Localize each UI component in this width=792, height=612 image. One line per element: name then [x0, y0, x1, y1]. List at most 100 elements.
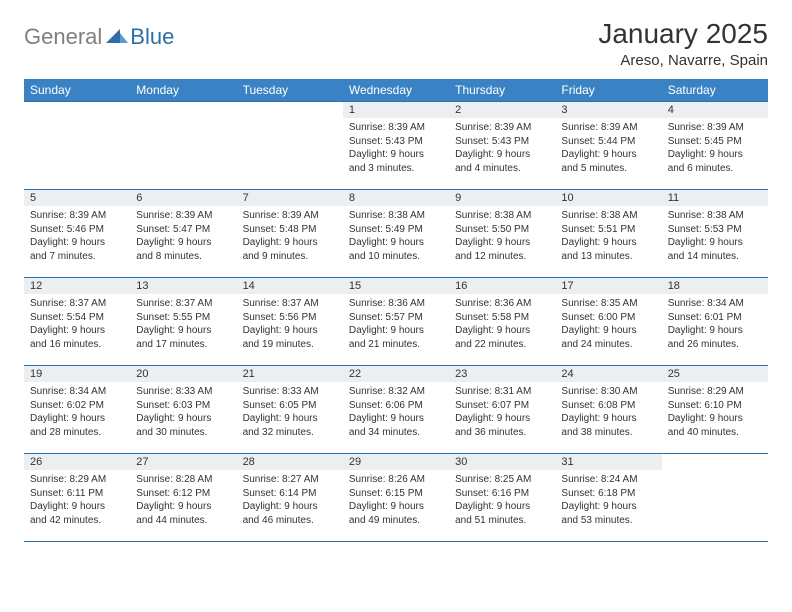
- daylight-text: and 44 minutes.: [136, 514, 230, 528]
- daylight-text: and 6 minutes.: [668, 162, 762, 176]
- sunrise-text: Sunrise: 8:34 AM: [668, 297, 762, 311]
- sunset-text: Sunset: 5:51 PM: [561, 223, 655, 237]
- day-number: [24, 102, 130, 118]
- calendar-day-cell: 17Sunrise: 8:35 AMSunset: 6:00 PMDayligh…: [555, 278, 661, 366]
- calendar-day-cell: [662, 454, 768, 542]
- calendar-day-cell: 19Sunrise: 8:34 AMSunset: 6:02 PMDayligh…: [24, 366, 130, 454]
- sunset-text: Sunset: 5:53 PM: [668, 223, 762, 237]
- daylight-text: Daylight: 9 hours: [561, 412, 655, 426]
- sunset-text: Sunset: 6:06 PM: [349, 399, 443, 413]
- sunrise-text: Sunrise: 8:36 AM: [455, 297, 549, 311]
- sunset-text: Sunset: 6:15 PM: [349, 487, 443, 501]
- day-details: Sunrise: 8:39 AMSunset: 5:47 PMDaylight:…: [130, 206, 236, 265]
- day-details: Sunrise: 8:26 AMSunset: 6:15 PMDaylight:…: [343, 470, 449, 529]
- calendar-week-row: 5Sunrise: 8:39 AMSunset: 5:46 PMDaylight…: [24, 190, 768, 278]
- logo: General Blue: [24, 24, 174, 50]
- daylight-text: Daylight: 9 hours: [349, 500, 443, 514]
- day-details: Sunrise: 8:28 AMSunset: 6:12 PMDaylight:…: [130, 470, 236, 529]
- calendar-day-cell: 29Sunrise: 8:26 AMSunset: 6:15 PMDayligh…: [343, 454, 449, 542]
- daylight-text: Daylight: 9 hours: [455, 148, 549, 162]
- sunset-text: Sunset: 5:43 PM: [455, 135, 549, 149]
- day-number: 8: [343, 190, 449, 206]
- sunset-text: Sunset: 5:47 PM: [136, 223, 230, 237]
- day-number: 16: [449, 278, 555, 294]
- daylight-text: and 51 minutes.: [455, 514, 549, 528]
- calendar-week-row: 26Sunrise: 8:29 AMSunset: 6:11 PMDayligh…: [24, 454, 768, 542]
- calendar-day-cell: 11Sunrise: 8:38 AMSunset: 5:53 PMDayligh…: [662, 190, 768, 278]
- day-number: 7: [237, 190, 343, 206]
- sunset-text: Sunset: 6:11 PM: [30, 487, 124, 501]
- day-number: [662, 454, 768, 470]
- daylight-text: Daylight: 9 hours: [668, 324, 762, 338]
- day-details: Sunrise: 8:30 AMSunset: 6:08 PMDaylight:…: [555, 382, 661, 441]
- day-number: 6: [130, 190, 236, 206]
- daylight-text: Daylight: 9 hours: [455, 412, 549, 426]
- day-details: Sunrise: 8:31 AMSunset: 6:07 PMDaylight:…: [449, 382, 555, 441]
- daylight-text: and 19 minutes.: [243, 338, 337, 352]
- calendar-day-cell: 4Sunrise: 8:39 AMSunset: 5:45 PMDaylight…: [662, 102, 768, 190]
- day-details: Sunrise: 8:32 AMSunset: 6:06 PMDaylight:…: [343, 382, 449, 441]
- daylight-text: Daylight: 9 hours: [243, 324, 337, 338]
- weekday-header: Tuesday: [237, 79, 343, 102]
- sunrise-text: Sunrise: 8:33 AM: [136, 385, 230, 399]
- daylight-text: Daylight: 9 hours: [30, 236, 124, 250]
- sunrise-text: Sunrise: 8:27 AM: [243, 473, 337, 487]
- weekday-header: Friday: [555, 79, 661, 102]
- title-block: January 2025 Areso, Navarre, Spain: [598, 18, 768, 69]
- daylight-text: Daylight: 9 hours: [243, 500, 337, 514]
- day-number: 11: [662, 190, 768, 206]
- sunset-text: Sunset: 5:49 PM: [349, 223, 443, 237]
- calendar-day-cell: 7Sunrise: 8:39 AMSunset: 5:48 PMDaylight…: [237, 190, 343, 278]
- weekday-header-row: Sunday Monday Tuesday Wednesday Thursday…: [24, 79, 768, 102]
- day-number: 29: [343, 454, 449, 470]
- sunrise-text: Sunrise: 8:28 AM: [136, 473, 230, 487]
- page-title: January 2025: [598, 18, 768, 50]
- sunrise-text: Sunrise: 8:38 AM: [349, 209, 443, 223]
- daylight-text: Daylight: 9 hours: [455, 500, 549, 514]
- day-number: 21: [237, 366, 343, 382]
- daylight-text: and 14 minutes.: [668, 250, 762, 264]
- sunrise-text: Sunrise: 8:34 AM: [30, 385, 124, 399]
- day-details: Sunrise: 8:27 AMSunset: 6:14 PMDaylight:…: [237, 470, 343, 529]
- calendar-day-cell: 12Sunrise: 8:37 AMSunset: 5:54 PMDayligh…: [24, 278, 130, 366]
- day-number: 17: [555, 278, 661, 294]
- day-number: 18: [662, 278, 768, 294]
- calendar-day-cell: 28Sunrise: 8:27 AMSunset: 6:14 PMDayligh…: [237, 454, 343, 542]
- calendar-week-row: 19Sunrise: 8:34 AMSunset: 6:02 PMDayligh…: [24, 366, 768, 454]
- daylight-text: Daylight: 9 hours: [561, 148, 655, 162]
- logo-text-gray: General: [24, 24, 102, 50]
- weekday-header: Thursday: [449, 79, 555, 102]
- calendar-day-cell: 1Sunrise: 8:39 AMSunset: 5:43 PMDaylight…: [343, 102, 449, 190]
- logo-triangle-icon: [106, 27, 128, 48]
- sunrise-text: Sunrise: 8:30 AM: [561, 385, 655, 399]
- calendar-day-cell: 26Sunrise: 8:29 AMSunset: 6:11 PMDayligh…: [24, 454, 130, 542]
- day-number: [130, 102, 236, 118]
- calendar-day-cell: 25Sunrise: 8:29 AMSunset: 6:10 PMDayligh…: [662, 366, 768, 454]
- daylight-text: Daylight: 9 hours: [136, 500, 230, 514]
- daylight-text: Daylight: 9 hours: [136, 236, 230, 250]
- sunrise-text: Sunrise: 8:32 AM: [349, 385, 443, 399]
- sunset-text: Sunset: 6:12 PM: [136, 487, 230, 501]
- daylight-text: and 30 minutes.: [136, 426, 230, 440]
- daylight-text: and 26 minutes.: [668, 338, 762, 352]
- weekday-header: Saturday: [662, 79, 768, 102]
- sunset-text: Sunset: 6:08 PM: [561, 399, 655, 413]
- sunset-text: Sunset: 5:55 PM: [136, 311, 230, 325]
- sunrise-text: Sunrise: 8:39 AM: [668, 121, 762, 135]
- calendar-day-cell: 23Sunrise: 8:31 AMSunset: 6:07 PMDayligh…: [449, 366, 555, 454]
- daylight-text: Daylight: 9 hours: [30, 500, 124, 514]
- day-number: 4: [662, 102, 768, 118]
- day-details: Sunrise: 8:38 AMSunset: 5:50 PMDaylight:…: [449, 206, 555, 265]
- daylight-text: Daylight: 9 hours: [243, 236, 337, 250]
- sunrise-text: Sunrise: 8:37 AM: [136, 297, 230, 311]
- daylight-text: Daylight: 9 hours: [349, 236, 443, 250]
- day-number: 3: [555, 102, 661, 118]
- sunset-text: Sunset: 6:10 PM: [668, 399, 762, 413]
- sunset-text: Sunset: 6:05 PM: [243, 399, 337, 413]
- sunrise-text: Sunrise: 8:25 AM: [455, 473, 549, 487]
- sunrise-text: Sunrise: 8:38 AM: [455, 209, 549, 223]
- day-details: Sunrise: 8:37 AMSunset: 5:54 PMDaylight:…: [24, 294, 130, 353]
- calendar-day-cell: 16Sunrise: 8:36 AMSunset: 5:58 PMDayligh…: [449, 278, 555, 366]
- day-details: Sunrise: 8:39 AMSunset: 5:43 PMDaylight:…: [449, 118, 555, 177]
- day-details: Sunrise: 8:34 AMSunset: 6:01 PMDaylight:…: [662, 294, 768, 353]
